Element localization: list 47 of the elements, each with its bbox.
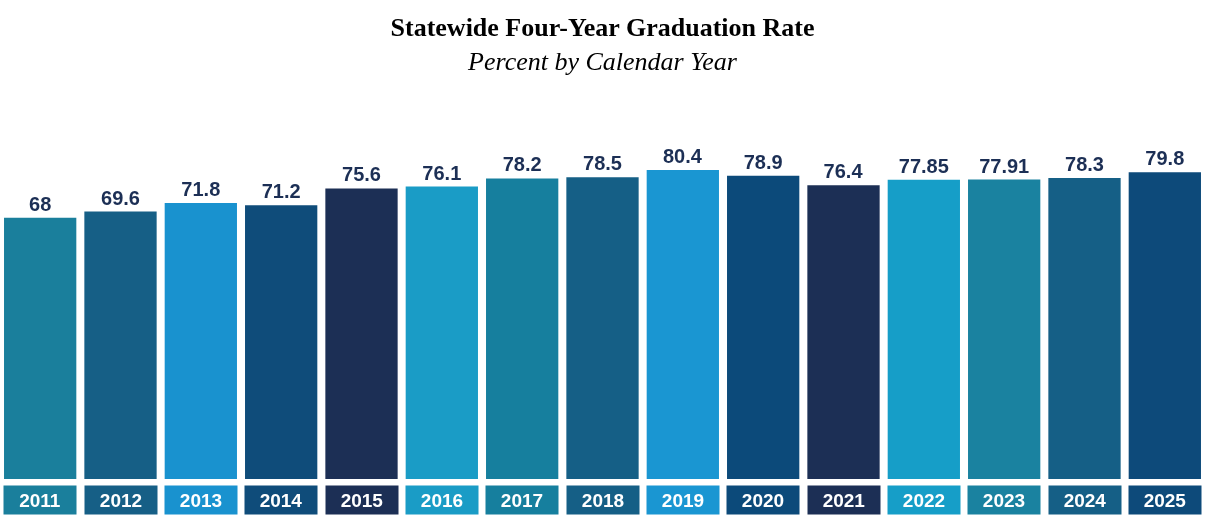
bar: [727, 175, 800, 479]
x-tick-label: 2013: [179, 489, 223, 511]
x-tick-label: 2023: [982, 489, 1026, 511]
bar: [325, 188, 398, 479]
data-label: 76.1: [422, 161, 462, 184]
data-label: 75.6: [342, 163, 381, 186]
data-label: 77.91: [979, 154, 1030, 177]
bar: [968, 179, 1041, 479]
x-tick-label: 2018: [581, 489, 625, 511]
data-label: 80.4: [662, 145, 703, 167]
chart-title: Statewide Four-Year Graduation Rate: [390, 13, 815, 43]
chart-subtitle: Percent by Calendar Year: [467, 47, 738, 77]
data-label: 76.4: [823, 160, 864, 183]
x-tick-label: 2011: [19, 489, 61, 511]
x-tick-label: 2016: [420, 489, 464, 511]
data-label: 78.3: [1065, 153, 1104, 176]
bar: [405, 186, 478, 479]
bar: [646, 170, 719, 479]
bar: [1128, 172, 1201, 479]
bar: [245, 205, 318, 479]
data-label: 68: [29, 192, 52, 215]
x-tick-label: 2025: [1143, 489, 1187, 511]
bar: [486, 178, 559, 479]
x-tick-label: 2014: [259, 489, 303, 511]
data-label: 78.2: [502, 153, 542, 176]
x-tick-label: 2012: [99, 489, 143, 511]
data-label: 78.5: [583, 152, 622, 175]
data-label: 71.2: [261, 180, 301, 203]
bar: [1048, 178, 1121, 479]
data-label: 77.85: [898, 154, 949, 177]
data-label: 69.6: [101, 186, 140, 209]
x-tick-label: 2021: [822, 489, 866, 511]
bar: [4, 217, 77, 479]
bar: [566, 177, 639, 479]
data-label: 78.9: [743, 150, 783, 173]
x-tick-label: 2019: [661, 489, 705, 511]
x-tick-label: 2022: [902, 489, 946, 511]
bar: [164, 203, 237, 479]
x-tick-label: 2015: [340, 489, 384, 511]
data-label: 79.8: [1145, 147, 1185, 170]
x-tick-label: 2020: [741, 489, 785, 511]
x-tick-label: 2017: [500, 489, 544, 511]
data-label: 71.8: [181, 178, 221, 201]
x-tick-label: 2024: [1063, 489, 1107, 511]
bar: [84, 211, 157, 479]
bar: [887, 179, 960, 479]
bar: [807, 185, 880, 479]
